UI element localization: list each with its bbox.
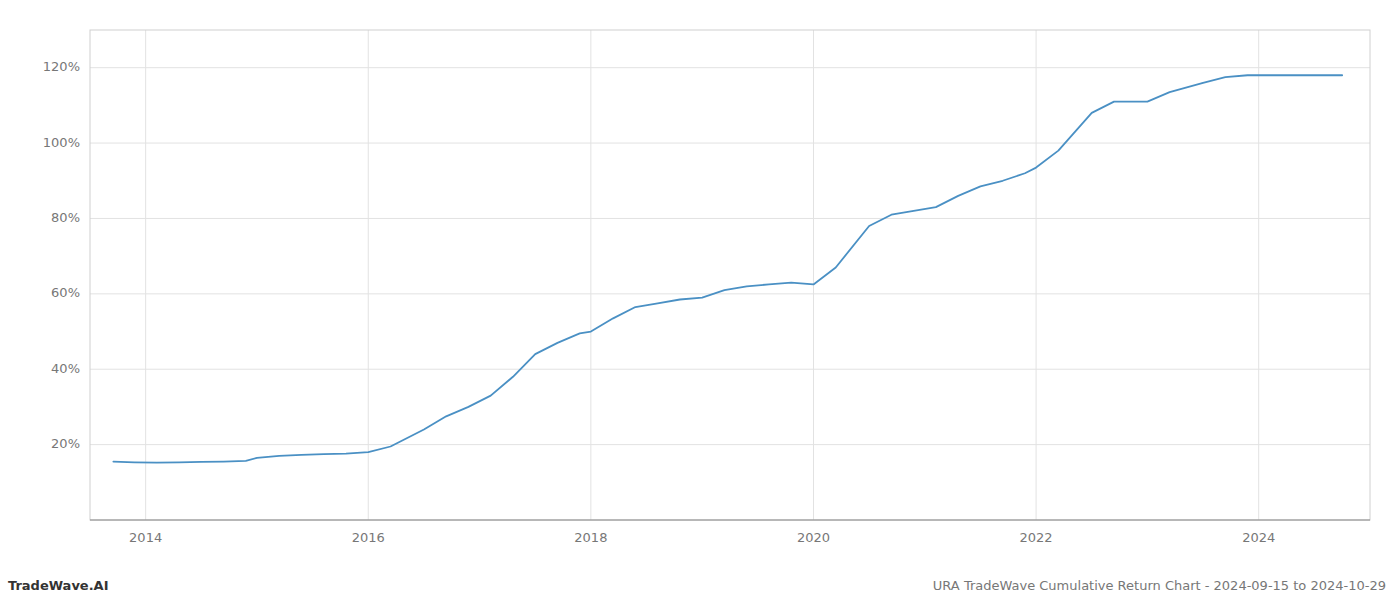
y-tick-label: 80%	[51, 210, 80, 225]
y-grid-line	[90, 293, 1370, 294]
title: URA TradeWave Cumulative Return Chart - …	[933, 578, 1386, 593]
x-tick-label: 2024	[1242, 530, 1275, 545]
x-grid-line	[813, 30, 814, 520]
background	[0, 0, 1400, 600]
plot-frame	[90, 30, 1370, 520]
y-grid-line	[90, 369, 1370, 370]
x-tick-label: 2022	[1020, 530, 1053, 545]
x-grid-line	[1036, 30, 1037, 520]
x-tick-label: 2014	[129, 530, 162, 545]
x-tick-label: 2020	[797, 530, 830, 545]
watermark: TradeWave.AI	[8, 578, 109, 593]
x-grid-line	[1258, 30, 1259, 520]
y-grid-line	[90, 218, 1370, 219]
y-tick-label: 60%	[51, 285, 80, 300]
x-tick-label: 2018	[574, 530, 607, 545]
y-tick-label: 40%	[51, 361, 80, 376]
axes: 20% 40% 60% 80% 100% 120% 2014 2016 2018 2020 2022…	[43, 59, 1275, 545]
y-grid-line	[90, 67, 1370, 68]
line	[113, 75, 1342, 462]
y-grid-line	[90, 444, 1370, 445]
y-tick-label: 120%	[43, 59, 80, 74]
x-axis-line	[90, 520, 1370, 521]
y-tick-label: 100%	[43, 135, 80, 150]
x-grid-line	[368, 30, 369, 520]
y-tick-label: 20%	[51, 436, 80, 451]
chart: 20% 40% 60% 80% 100% 120% 2014 2016 2018 2020 2022…	[0, 0, 1400, 600]
grid	[90, 30, 1370, 520]
x-grid-line	[145, 30, 146, 520]
plot-area	[113, 75, 1342, 462]
x-tick-label: 2016	[352, 530, 385, 545]
y-grid-line	[90, 143, 1370, 144]
x-grid-line	[590, 30, 591, 520]
